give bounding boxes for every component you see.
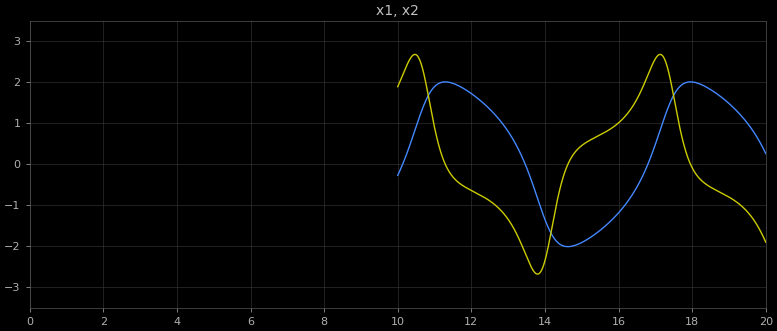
Title: x1, x2: x1, x2	[376, 4, 419, 18]
